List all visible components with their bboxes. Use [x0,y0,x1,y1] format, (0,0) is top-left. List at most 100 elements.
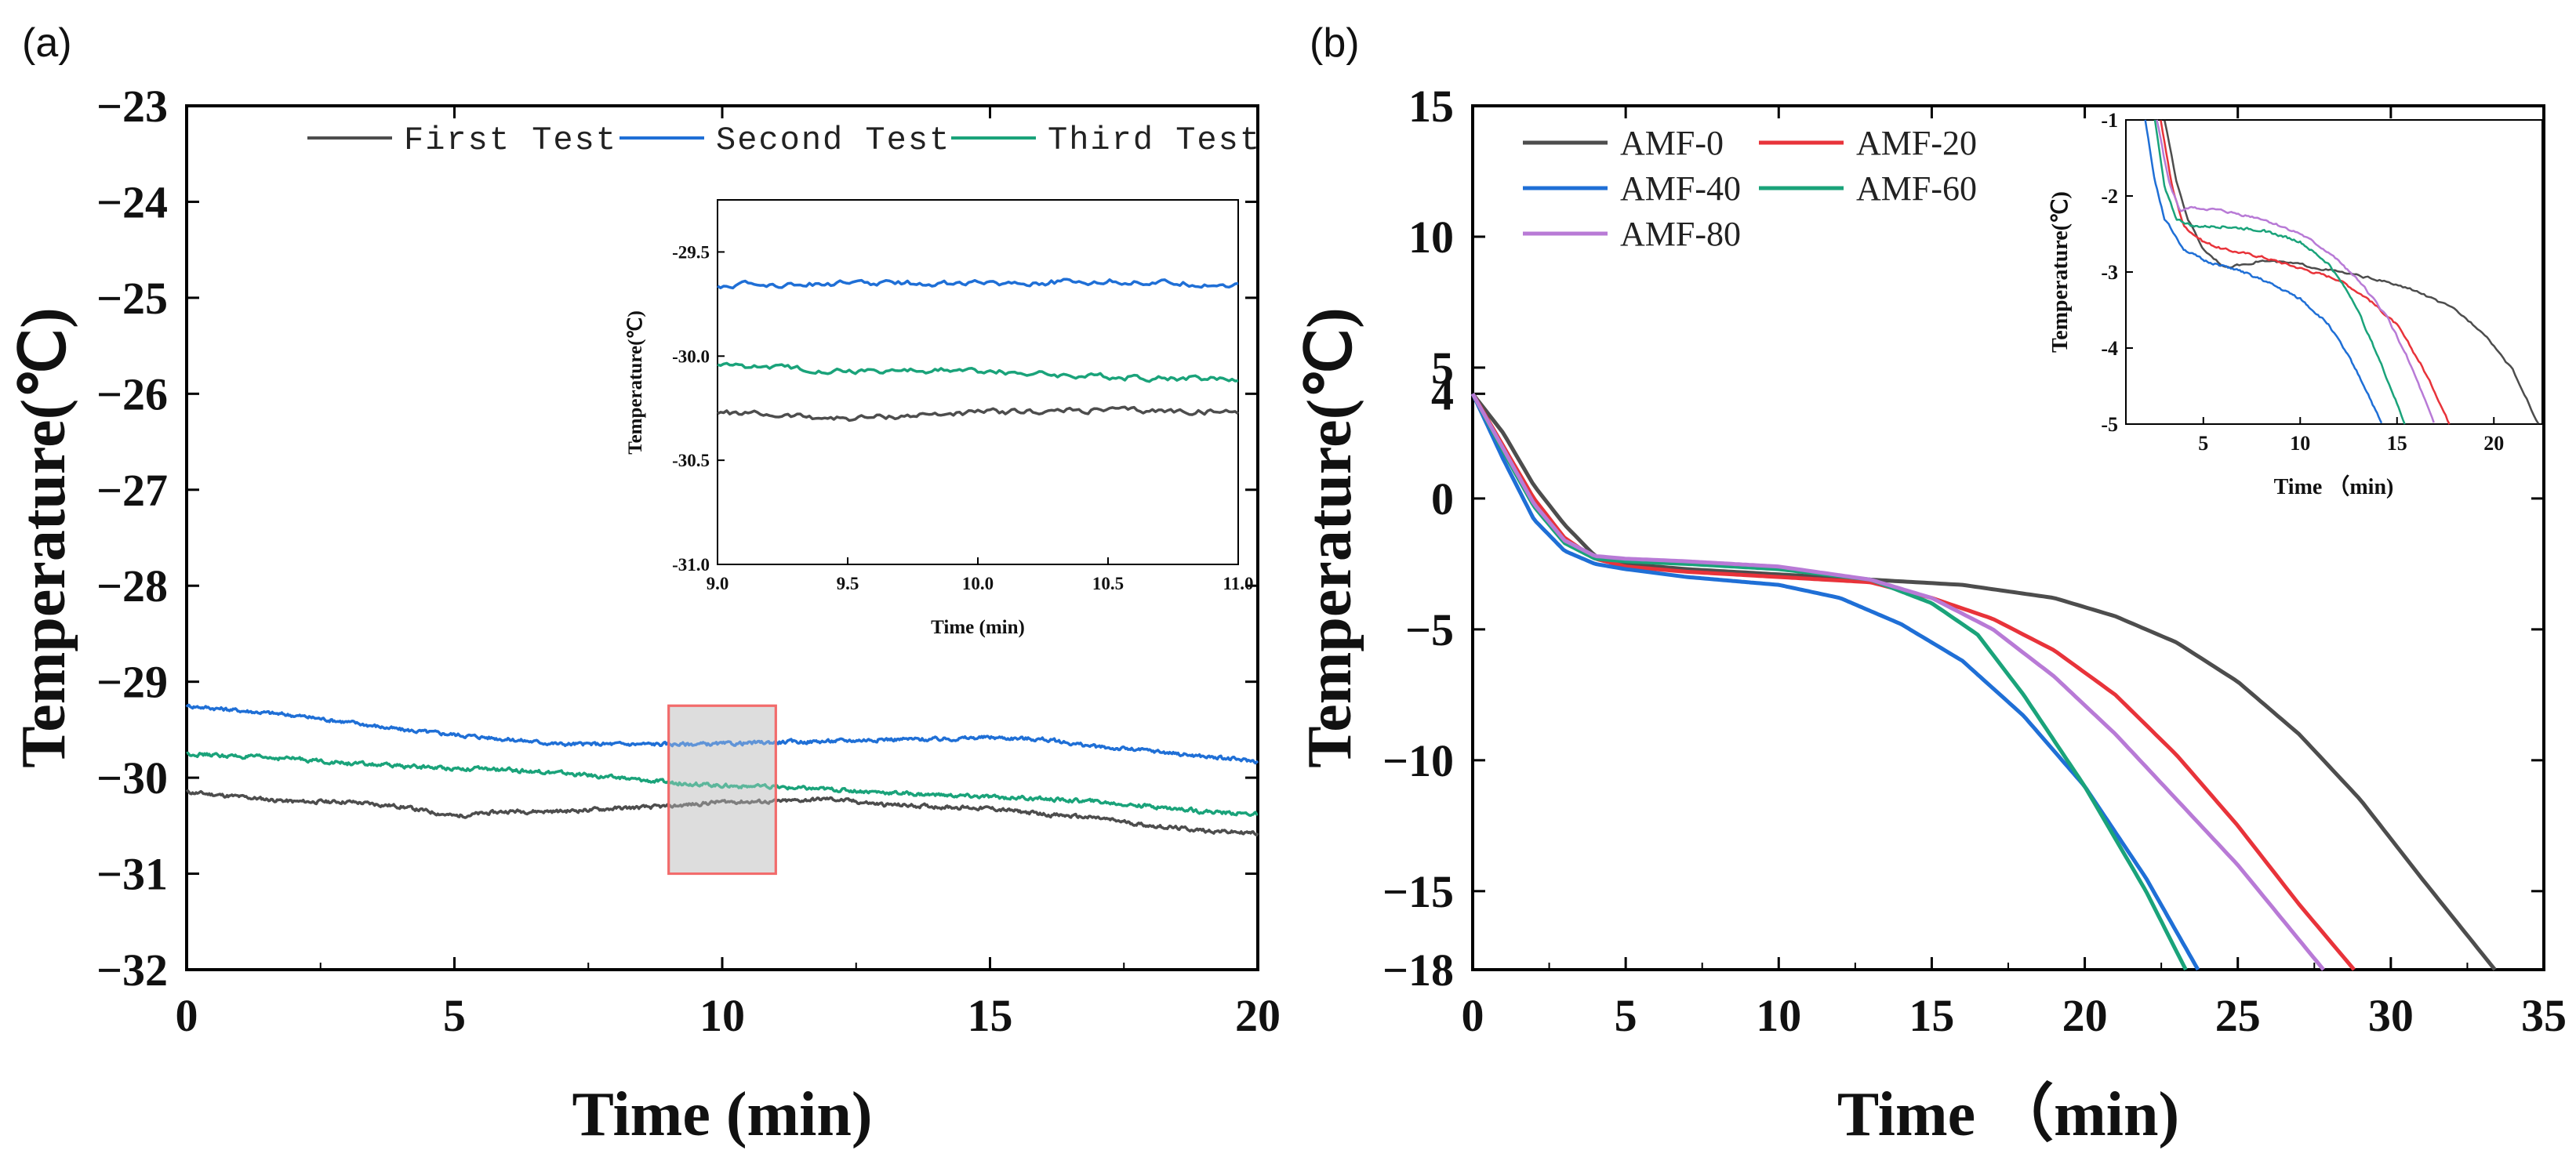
chart-b-legend-label-2: AMF-40 [1620,169,1741,208]
chart-a-ticks: 0 5 10 15 20 −32 −31 −30 −29 −28 −27 −26 −25 −24 −23 [96,81,1281,1041]
chart-a-inset: 9.0 9.5 10.0 10.5 11.0 -31.0 -30.5 -30.0 -29.5 T… [625,199,1253,638]
chart-a-inset-x-title: Time (min) [931,617,1025,638]
chart-a-x-axis-title: Time (min) [572,1080,873,1149]
chart-b-inset-y-tick-label: -2 [2101,185,2118,208]
chart-a-inset-x-tick-label: 10.5 [1092,574,1124,593]
chart-b-y-tick-label: 15 [1408,81,1454,132]
chart-b-x-tick-label: 20 [2062,990,2108,1041]
chart-a-inset-series-line-2 [717,361,1239,383]
chart-b-legend: AMF-0 AMF-20 AMF-40 AMF-60 AMF-80 [1523,124,1977,253]
chart-a-x-tick-label: 15 [968,990,1013,1041]
chart-b-y-tick-label: 4 [1431,368,1454,419]
chart-b-x-tick-label: 35 [2521,990,2567,1041]
chart-b-inset-series-line-4 [2156,119,2435,423]
chart-a-y-axis-title: Temperature(℃) [9,307,78,768]
chart-a-y-tick-label: −27 [96,465,168,516]
chart-b-y-tick-label: −10 [1382,735,1454,786]
chart-b-inset-y-title: Temperature(℃) [2048,191,2073,353]
chart-a-inset-ticks: 9.0 9.5 10.0 10.5 11.0 -31.0 -30.5 -30.0 -29.5 [672,242,1253,593]
chart-b-legend-label-4: AMF-80 [1620,215,1741,253]
chart-b-series-line-0 [1471,392,2497,971]
chart-a-inset-x-tick-label: 9.5 [837,574,859,593]
chart-b-y-tick-label: −18 [1382,945,1454,996]
chart-a-inset-x-tick-label: 9.0 [707,574,729,593]
chart-b-y-tick-label: −5 [1405,604,1454,655]
chart-a-inset-frame [717,199,1239,565]
chart-b-inset-series [2144,119,2540,425]
chart-b-y-tick-label: 5 [1431,343,1454,394]
chart-a-inset-x-tick-label: 10.0 [962,574,994,593]
chart-a-y-tick-label: −24 [96,176,168,227]
chart-a-series-line-2 [186,751,1259,817]
chart-b-y-tick-label: 0 [1431,473,1454,524]
chart-b-inset: 5 10 15 20 -5 -4 -3 -2 -1 Time （min) Temperature… [2048,109,2543,499]
chart-a-series [185,703,1259,876]
chart-b-x-tick-label: 5 [1615,990,1637,1041]
chart-b-series-line-4 [1470,393,2325,971]
chart-b-x-tick-label: 15 [1909,990,1954,1041]
chart-b-x-axis-title: Time （min) [1837,1080,2179,1149]
chart-b-inset-y-tick-label: -1 [2101,109,2118,132]
chart-b-legend-label-3: AMF-60 [1856,169,1977,208]
chart-a-inset-series-line-0 [717,405,1239,423]
chart-b-x-tick-label: 10 [1756,990,1801,1041]
chart-a-inset-y-tick-label: -31.0 [672,555,710,575]
chart-a-y-tick-label: −23 [96,81,168,132]
chart-a-inset-y-title: Temperature(℃) [625,310,646,455]
chart-a-legend-label-1: Second Test [716,122,950,159]
chart-b-y-axis-title: Temperature(℃) [1295,307,1364,768]
chart-b-inset-y-tick-label: -3 [2101,261,2118,284]
chart-b-series-line-3 [1470,393,2188,971]
chart-b-y-tick-label: −15 [1382,866,1454,917]
chart-a: 0 5 10 15 20 −32 −31 −30 −29 −28 −27 −26 −25 −24 −23 T… [9,81,1281,1149]
chart-a-legend-label-2: Third Test [1048,122,1261,159]
chart-b-x-tick-label: 30 [2368,990,2414,1041]
chart-b-inset-y-tick-label: -5 [2101,413,2118,436]
chart-a-inset-y-tick-label: -30.0 [672,346,710,366]
chart-a-inset-series-line-1 [717,277,1239,290]
chart-b-inset-ticks: 5 10 15 20 -5 -4 -3 -2 -1 [2101,109,2504,455]
chart-a-y-tick-label: −30 [96,753,168,803]
chart-a-legend: First Test Second Test Third Test [307,122,1261,159]
chart-b-inset-x-tick-label: 15 [2387,432,2407,455]
chart-b-series-line-1 [1470,393,2356,971]
chart-b-inset-x-tick-label: 5 [2198,432,2208,455]
chart-b-inset-y-tick-label: -4 [2101,337,2118,360]
chart-a-x-tick-label: 20 [1235,990,1281,1041]
chart-a-series-line-0 [185,789,1259,837]
chart-b-inset-series-line-1 [2160,120,2451,425]
chart-a-x-tick-label: 10 [699,990,745,1041]
chart-b-series-line-2 [1470,393,2200,971]
chart-b-inset-x-tick-label: 20 [2483,432,2504,455]
chart-a-legend-label-0: First Test [404,122,617,159]
chart-a-inset-y-tick-label: -30.5 [672,451,710,470]
chart-b-y-tick-label: 10 [1408,212,1454,263]
chart-b-x-tick-label: 25 [2215,990,2261,1041]
chart-a-y-tick-label: −26 [96,368,168,419]
chart-a-inset-series [717,277,1239,423]
chart-a-y-tick-label: −25 [96,273,168,324]
chart-b-x-tick-label: 0 [1462,990,1484,1041]
chart-b-legend-label-0: AMF-0 [1620,124,1724,162]
chart-a-zoom-overlay [667,704,777,876]
chart-a-inset-y-tick-label: -29.5 [672,242,710,262]
chart-b-inset-series-line-3 [2153,119,2406,425]
chart-a-x-tick-label: 5 [443,990,466,1041]
chart-b-inset-x-tick-label: 10 [2290,432,2310,455]
chart-a-y-tick-label: −29 [96,657,168,708]
chart-b-inset-x-title: Time （min) [2274,473,2394,499]
chart-a-x-tick-label: 0 [176,990,198,1041]
chart-a-y-tick-label: −32 [96,945,168,996]
chart-a-y-tick-label: −31 [96,849,168,900]
chart-b-legend-label-1: AMF-20 [1856,124,1977,162]
chart-a-y-tick-label: −28 [96,560,168,611]
chart-a-series-line-1 [185,703,1259,765]
chart-b-inset-series-line-2 [2144,119,2383,424]
panel-a-label: (a) [22,20,72,66]
chart-b-series [1470,392,2497,971]
chart-a-inset-x-tick-label: 11.0 [1223,574,1254,593]
panel-b-label: (b) [1310,20,1360,66]
